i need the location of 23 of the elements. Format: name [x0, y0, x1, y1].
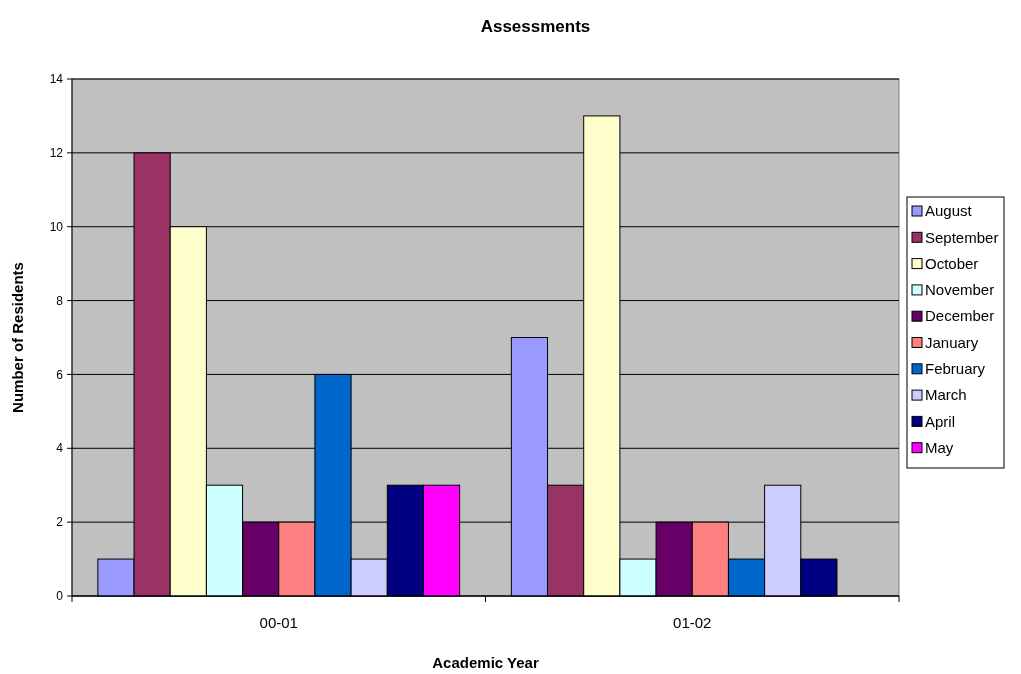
legend-label: April — [925, 412, 956, 430]
x-tick-label: 01-02 — [673, 613, 712, 631]
legend-label: May — [925, 438, 954, 456]
y-tick-label: 4 — [56, 441, 64, 456]
y-tick-label: 6 — [56, 367, 64, 382]
chart-title: Assessments — [480, 17, 591, 36]
legend-label: March — [925, 386, 967, 404]
legend-label: December — [925, 307, 995, 325]
y-tick-label: 0 — [56, 589, 64, 604]
legend-label: September — [925, 228, 999, 246]
x-tick-label: 00-01 — [259, 613, 298, 631]
y-tick-label: 14 — [49, 72, 64, 87]
legend-label: November — [925, 281, 995, 299]
y-tick-label: 10 — [49, 219, 64, 234]
y-axis-title: Number of Residents — [9, 262, 26, 413]
legend-label: August — [925, 202, 973, 220]
y-tick-label: 12 — [49, 146, 64, 161]
x-axis-title: Academic Year — [432, 654, 539, 671]
y-tick-label: 2 — [56, 515, 64, 530]
legend-label: October — [925, 254, 979, 272]
legend-label: January — [925, 333, 979, 351]
legend-label: February — [925, 360, 986, 378]
y-tick-label: 8 — [56, 293, 64, 308]
